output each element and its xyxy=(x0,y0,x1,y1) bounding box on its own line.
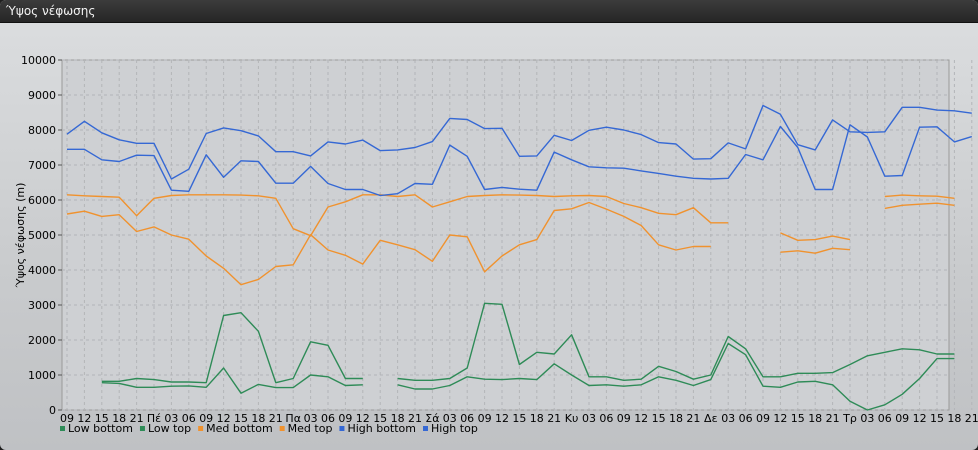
y-tick-label: 7000 xyxy=(28,159,56,172)
x-tick-label: 03 xyxy=(582,412,596,425)
x-axis-ticks: 09 12 15 18 21 Πέ 03 06 09 12 15 18 21 Πα 03 06 09 12 15 18… xyxy=(60,412,978,425)
legend-label: High bottom xyxy=(347,422,416,435)
title-bar: Ύψος νέφωσης xyxy=(0,0,978,23)
x-tick-label: 21 xyxy=(130,412,144,425)
window-title: Ύψος νέφωσης xyxy=(6,4,96,18)
y-axis-label: Ύψος νέφωσης (m) xyxy=(14,183,27,289)
x-tick-label: 18 xyxy=(251,412,265,425)
x-tick-label: 18 xyxy=(947,412,961,425)
x-tick-label: 03 xyxy=(860,412,874,425)
legend-label: High top xyxy=(431,422,478,435)
x-tick-label: 06 xyxy=(321,412,335,425)
y-tick-label: 9000 xyxy=(28,89,56,102)
x-tick-label: 21 xyxy=(408,412,422,425)
y-tick-label: 1000 xyxy=(28,369,56,382)
x-tick-label: 12 xyxy=(495,412,509,425)
x-tick-label: 21 xyxy=(965,412,978,425)
x-tick-label: 18 xyxy=(669,412,683,425)
x-tick-label: Πα xyxy=(285,412,301,425)
x-tick-label: 18 xyxy=(530,412,544,425)
series-line-med-bottom xyxy=(66,201,711,286)
x-tick-label: Κυ xyxy=(565,412,579,425)
series-line-med-top xyxy=(66,194,729,237)
x-tick-label: Σά xyxy=(425,412,439,425)
x-tick-label: Δε xyxy=(704,412,718,425)
x-tick-label: 15 xyxy=(373,412,387,425)
x-tick-label: 09 xyxy=(617,412,631,425)
x-tick-label: 21 xyxy=(269,412,283,425)
x-tick-label: 15 xyxy=(930,412,944,425)
x-tick-label: 03 xyxy=(721,412,735,425)
x-tick-label: 12 xyxy=(356,412,370,425)
y-tick-label: 6000 xyxy=(28,194,56,207)
x-tick-label: 06 xyxy=(182,412,196,425)
legend-swatch xyxy=(339,426,345,431)
x-tick-label: 15 xyxy=(234,412,248,425)
x-tick-label: 09 xyxy=(199,412,213,425)
x-tick-label: Τρ xyxy=(842,412,857,425)
x-tick-label: 12 xyxy=(77,412,91,425)
legend-swatch xyxy=(198,426,204,431)
x-tick-label: 09 xyxy=(756,412,770,425)
x-tick-label: 12 xyxy=(773,412,787,425)
legend-label: Med top xyxy=(288,422,333,435)
legend: Low bottom Low top Med bottom Med top High b… xyxy=(60,422,478,435)
y-tick-label: 4000 xyxy=(28,264,56,277)
x-tick-label: 15 xyxy=(791,412,805,425)
x-tick-label: Πέ xyxy=(147,412,161,425)
x-tick-label: 15 xyxy=(652,412,666,425)
series-line-high-top xyxy=(66,104,972,180)
y-tick-label: 0 xyxy=(49,404,56,417)
x-tick-label: 18 xyxy=(808,412,822,425)
series-line-med-bottom xyxy=(884,202,955,210)
series-line-low-top xyxy=(397,302,955,381)
x-tick-label: 18 xyxy=(112,412,126,425)
x-tick-label: 03 xyxy=(443,412,457,425)
series-line-high-bottom xyxy=(67,124,973,197)
x-tick-label: 09 xyxy=(478,412,492,425)
x-tick-label: 06 xyxy=(739,412,753,425)
series-line-low-bottom xyxy=(397,342,955,411)
legend-swatch xyxy=(60,426,65,431)
y-tick-label: 3000 xyxy=(28,299,56,312)
x-tick-label: 06 xyxy=(878,412,892,425)
x-tick-label: 21 xyxy=(547,412,561,425)
x-tick-label: 12 xyxy=(913,412,927,425)
x-tick-label: 12 xyxy=(634,412,648,425)
series-line-med-top xyxy=(884,194,955,199)
y-tick-label: 5000 xyxy=(28,229,56,242)
series-line-med-top xyxy=(780,232,851,242)
x-tick-label: 03 xyxy=(304,412,318,425)
y-tick-label: 8000 xyxy=(28,124,56,137)
x-tick-label: 06 xyxy=(599,412,613,425)
y-tick-label: 10000 xyxy=(21,54,56,67)
series-line-low-top xyxy=(101,312,363,384)
series-line-low-bottom xyxy=(101,367,363,394)
series-lines xyxy=(66,104,973,411)
x-tick-label: 12 xyxy=(217,412,231,425)
x-tick-label: 09 xyxy=(60,412,74,425)
x-tick-label: 15 xyxy=(512,412,526,425)
x-tick-label: 21 xyxy=(686,412,700,425)
x-tick-label: 09 xyxy=(895,412,909,425)
y-tick-label: 2000 xyxy=(28,334,56,347)
legend-swatch xyxy=(139,426,145,431)
legend-label: Low top xyxy=(148,422,191,435)
x-tick-label: 15 xyxy=(95,412,109,425)
series-line-med-bottom xyxy=(780,247,851,254)
y-axis-ticks: 0 1000 2000 3000 4000 5000 6000 7000 8000 9000 100… xyxy=(21,54,62,417)
x-tick-label: 21 xyxy=(826,412,840,425)
x-tick-label: 18 xyxy=(391,412,405,425)
legend-swatch xyxy=(423,426,428,431)
legend-label: Low bottom xyxy=(68,422,133,435)
x-tick-label: 06 xyxy=(460,412,474,425)
x-tick-label: 03 xyxy=(164,412,178,425)
legend-label: Med bottom xyxy=(206,422,273,435)
x-tick-label: 09 xyxy=(338,412,352,425)
legend-swatch xyxy=(279,426,285,431)
